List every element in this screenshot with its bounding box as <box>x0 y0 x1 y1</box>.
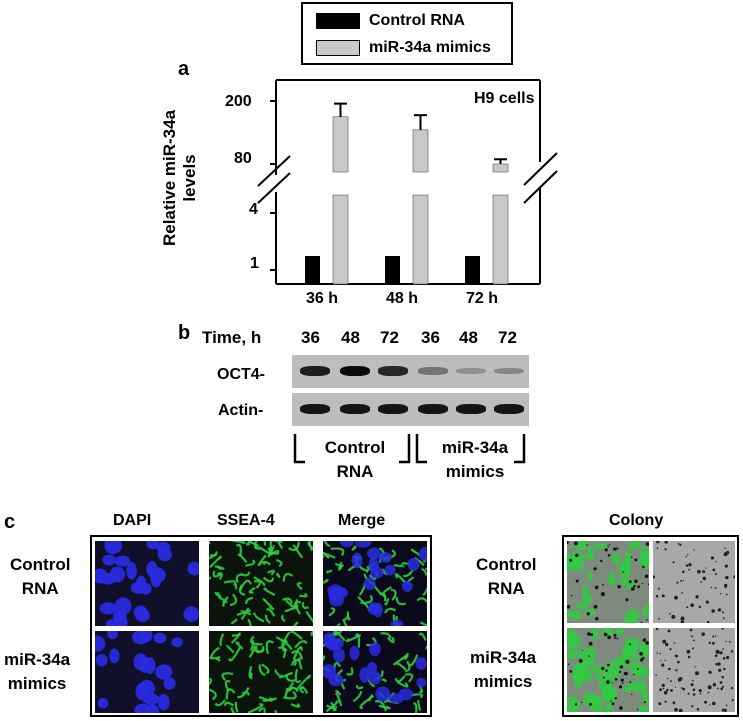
actin-band-6 <box>494 404 524 414</box>
colony-row-label-control-line2: RNA <box>487 579 525 598</box>
actin-band-3 <box>378 404 408 414</box>
timepoint-2: 48 <box>341 328 360 347</box>
actin-band-2 <box>340 404 370 414</box>
bar-control-1 <box>305 256 320 284</box>
bar-mimics-3-upper <box>492 163 509 173</box>
actin-band-4 <box>418 404 448 414</box>
ytick-80: 80 <box>234 150 252 167</box>
column-label-merge: Merge <box>338 512 386 529</box>
oct4-band-3 <box>378 366 408 376</box>
bar-mimics-1-upper <box>332 116 349 173</box>
bar-mimics-2-upper <box>412 129 429 173</box>
micrograph-merge-mimics <box>323 631 427 713</box>
colony-brightfield-mimics <box>653 628 735 712</box>
panel-c-letter: c <box>4 511 16 533</box>
legend-label-control: Control RNA <box>369 12 465 29</box>
bar-mimics-2-lower <box>412 194 429 285</box>
group-brackets <box>293 434 526 464</box>
group-label-control: Control RNA <box>305 438 405 482</box>
colony-fluorescence-control <box>567 541 649 623</box>
time-label: Time, h <box>202 328 262 347</box>
column-label-dapi: DAPI <box>113 512 152 529</box>
micrograph-merge-control <box>323 541 427 626</box>
xtick-48h: 48 h <box>386 290 419 307</box>
panel-a-letter: a <box>178 58 190 80</box>
colony-row-label-control-line1: Control <box>476 555 537 574</box>
timepoint-5: 48 <box>459 328 478 347</box>
axis-break-left-2 <box>257 172 291 204</box>
micrograph-grid <box>90 535 432 717</box>
actin-band-1 <box>300 404 330 414</box>
timepoint-4: 36 <box>421 328 440 347</box>
group-label-mimics: miR-34a mimics <box>420 438 530 482</box>
bar-control-2 <box>385 256 400 284</box>
bar-mimics-1-lower <box>332 194 349 285</box>
oct4-band-1 <box>300 366 330 376</box>
row-label-mimics: miR-34a mimics <box>4 650 70 694</box>
colony-row-label-mimics-line2: mimics <box>473 672 533 691</box>
colony-title: Colony <box>609 512 664 529</box>
ytick-200: 200 <box>225 93 252 110</box>
bar-chart <box>257 79 558 285</box>
micrograph-ssea4-control <box>209 541 313 626</box>
oct4-band-6 <box>494 367 524 375</box>
axis-break-right-1 <box>523 152 558 186</box>
xtick-72h: 72 h <box>466 290 499 307</box>
bar-control-3 <box>465 256 480 284</box>
colony-row-label-control: Control RNA <box>476 555 536 599</box>
bar-mimics-3-lower <box>492 194 509 285</box>
timepoint-3: 72 <box>380 328 399 347</box>
timepoint-6: 72 <box>498 328 517 347</box>
group-label-mimics-line2: mimics <box>445 462 505 481</box>
group-label-control-line2: RNA <box>336 462 374 481</box>
group-label-mimics-line1: miR-34a <box>441 438 509 457</box>
row-label-control-line1: Control <box>10 555 71 574</box>
legend-label-mimics: miR-34a mimics <box>369 39 491 56</box>
western-blot-actin <box>292 393 529 426</box>
actin-band-5 <box>456 404 486 414</box>
colony-fluorescence-mimics <box>567 628 649 712</box>
colony-brightfield-control <box>653 541 735 623</box>
row-label-control-line2: RNA <box>21 579 59 598</box>
blot-label-actin: Actin- <box>218 402 264 419</box>
blot-label-oct4: OCT4- <box>217 366 265 383</box>
colony-row-label-mimics-line1: miR-34a <box>470 648 537 667</box>
xtick-36h: 36 h <box>306 290 339 307</box>
oct4-band-4 <box>418 367 448 375</box>
row-label-mimics-line1: miR-34a <box>4 650 71 669</box>
row-label-control: Control RNA <box>10 555 70 599</box>
ytick-1: 1 <box>250 255 259 272</box>
chart-legend: Control RNA miR-34a mimics <box>301 2 513 65</box>
legend-swatch-mimics <box>316 40 360 56</box>
ytick-4: 4 <box>249 201 258 218</box>
axis-break-left-1 <box>257 155 291 187</box>
legend-swatch-control <box>316 13 360 29</box>
oct4-band-5 <box>456 367 486 375</box>
micrograph-ssea4-mimics <box>209 631 313 713</box>
colony-row-label-mimics: miR-34a mimics <box>470 648 536 692</box>
timepoint-1: 36 <box>301 328 320 347</box>
micrograph-dapi-mimics <box>95 631 199 713</box>
chart-annotation-h9: H9 cells <box>474 90 535 107</box>
axis-break-right-2 <box>523 170 558 204</box>
western-blot-oct4 <box>292 355 529 388</box>
micrograph-dapi-control <box>95 541 199 626</box>
group-label-control-line1: Control <box>324 438 386 457</box>
colony-grid <box>562 535 739 717</box>
column-label-ssea4: SSEA-4 <box>217 512 275 529</box>
oct4-band-2 <box>340 366 370 376</box>
row-label-mimics-line2: mimics <box>7 674 67 693</box>
panel-b-letter: b <box>178 322 191 344</box>
